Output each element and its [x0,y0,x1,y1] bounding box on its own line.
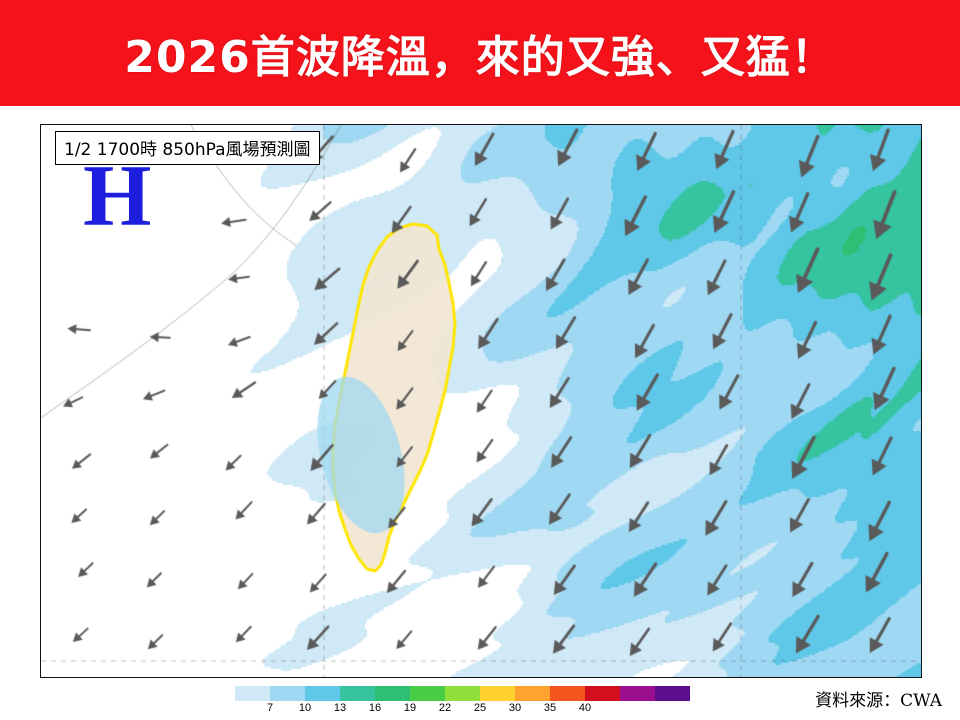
legend-tick: 19 [403,702,417,714]
legend-tick: 16 [368,702,382,714]
wind-field-map [41,125,921,677]
legend-color-segment [340,686,375,701]
legend-color-segment [235,686,270,701]
legend-color-segment [585,686,620,701]
legend-color-segment [550,686,585,701]
legend-color-segment [200,686,235,701]
high-pressure-icon: H [83,148,152,245]
legend: 7 10 13 16 19 22 25 30 35 40 [200,686,690,716]
legend-tick: 25 [473,702,487,714]
legend-color-segment [410,686,445,701]
legend-color-segment [655,686,690,701]
legend-tick: 13 [333,702,347,714]
legend-color-segment [270,686,305,701]
legend-tick: 35 [543,702,557,714]
legend-tick-labels: 7 10 13 16 19 22 25 30 35 40 [200,702,690,716]
weather-map-panel: 1/2 1700時 850hPa風場預測圖 H [40,124,922,678]
legend-color-segment [480,686,515,701]
legend-color-segment [445,686,480,701]
legend-color-segment [305,686,340,701]
legend-color-segment [515,686,550,701]
legend-color-bar [200,686,690,701]
source-credit: 資料來源：CWA [815,691,942,711]
page-title: 2026首波降溫，來的又強、又猛！ [124,32,836,83]
legend-tick: 30 [508,702,522,714]
header-banner: 2026首波降溫，來的又強、又猛！ [0,0,960,106]
legend-tick: 10 [298,702,312,714]
legend-tick: 7 [266,702,274,714]
map-label: 1/2 1700時 850hPa風場預測圖 [55,131,320,165]
legend-tick: 40 [578,702,592,714]
legend-tick: 22 [438,702,452,714]
legend-color-segment [620,686,655,701]
legend-color-segment [375,686,410,701]
